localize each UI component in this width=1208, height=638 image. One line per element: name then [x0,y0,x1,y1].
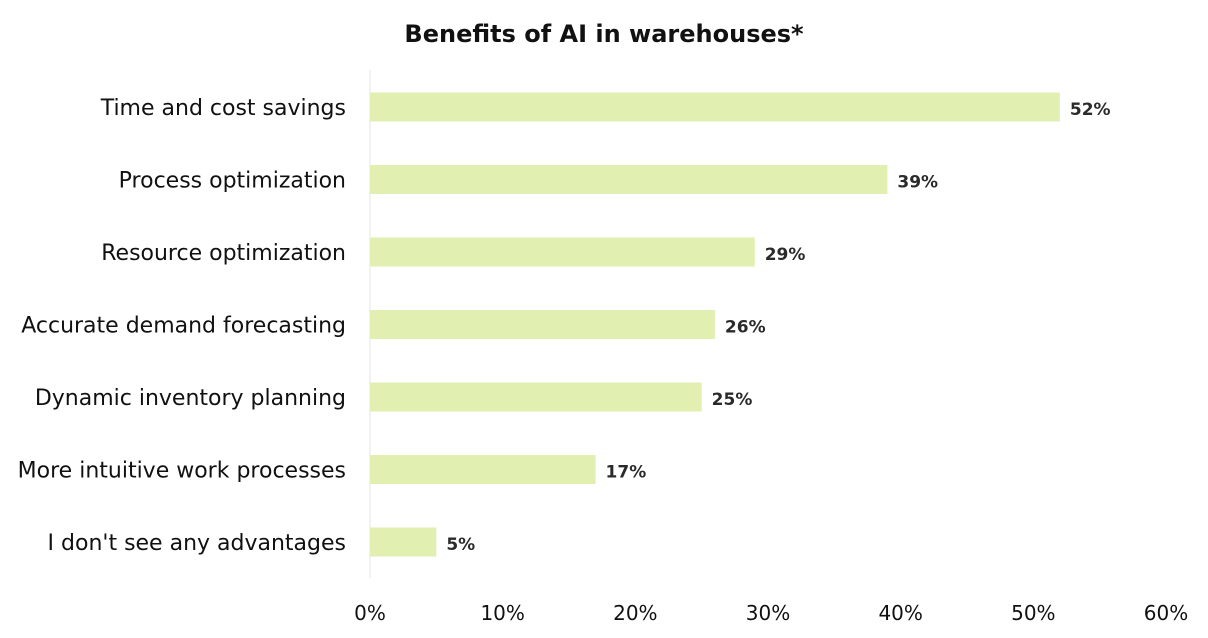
category-label-6: I don't see any advantages [48,531,346,556]
bar-6 [370,527,437,557]
chart-title: Benefits of AI in warehouses* [404,20,804,48]
x-tick-label-1: 10% [480,601,524,625]
x-axis-ticks: 0% 10% 20% 30% 40% 50% 60% [354,601,1188,625]
data-label-6: 5% [446,535,475,555]
data-label-3: 26% [725,318,766,338]
bar-2 [370,237,755,267]
data-label-5: 17% [606,463,647,483]
x-tick-label-0: 0% [354,601,386,625]
category-label-1: Process optimization [119,169,346,194]
x-tick-label-2: 20% [613,601,657,625]
bar-4 [370,382,702,412]
category-label-2: Resource optimization [101,241,346,266]
category-labels: Time and cost savings Process optimizatio… [18,96,346,556]
x-tick-label-6: 60% [1144,601,1188,625]
data-label-4: 25% [712,390,753,410]
bar-1 [370,165,888,194]
data-label-0: 52% [1070,100,1111,120]
category-label-5: More intuitive work processes [18,459,346,484]
bar-3 [370,310,715,339]
category-label-3: Accurate demand forecasting [21,314,346,339]
category-label-4: Dynamic inventory planning [35,386,346,411]
data-label-1: 39% [897,173,938,193]
bar-5 [370,455,596,484]
category-label-0: Time and cost savings [100,96,346,121]
x-tick-label-4: 40% [878,601,922,625]
bar-0 [370,92,1060,122]
data-labels: 52% 39% 29% 26% 25% 17% 5% [446,100,1110,555]
x-tick-label-3: 30% [746,601,790,625]
bars-group [370,92,1060,557]
data-label-2: 29% [765,245,806,265]
x-tick-label-5: 50% [1011,601,1055,625]
